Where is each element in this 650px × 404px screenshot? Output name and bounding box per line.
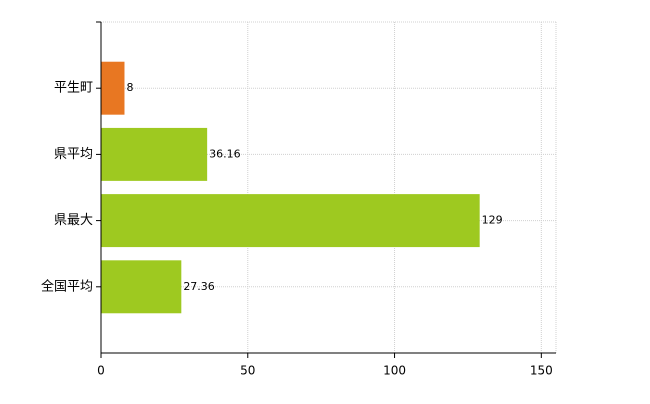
x-tick-label: 150 <box>530 364 553 378</box>
bar <box>101 260 182 314</box>
y-tick-label: 県平均 <box>54 147 93 162</box>
y-tick-label: 県最大 <box>54 213 93 228</box>
x-tick-label: 0 <box>97 364 105 378</box>
bar <box>101 194 480 248</box>
y-tick-label: 平生町 <box>54 81 93 96</box>
value-label: 36.16 <box>209 147 241 160</box>
bar <box>101 127 208 181</box>
value-label: 27.36 <box>183 280 215 293</box>
y-tick-label: 全国平均 <box>41 278 93 294</box>
value-label: 129 <box>482 214 503 227</box>
x-tick-label: 100 <box>383 364 406 378</box>
bar <box>101 61 125 115</box>
x-tick-label: 50 <box>240 364 255 378</box>
value-label: 8 <box>126 81 133 94</box>
